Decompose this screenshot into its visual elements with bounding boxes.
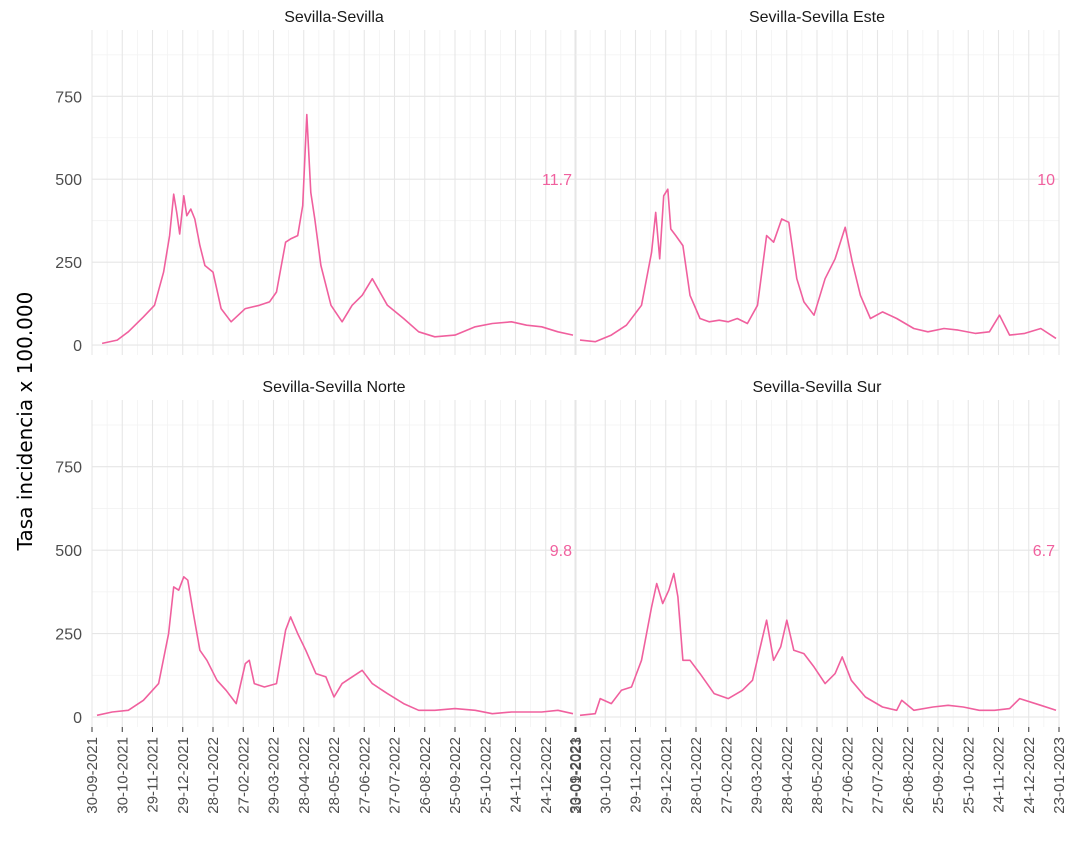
panel-title: Sevilla-Sevilla Sur <box>753 379 883 396</box>
x-tick-label: 26-08-2022 <box>900 737 917 814</box>
x-tick-label: 27-07-2022 <box>870 737 887 814</box>
panel-annotation: 11.7 <box>542 172 572 189</box>
series-line <box>96 575 574 717</box>
y-tick-label: 750 <box>55 89 82 106</box>
x-tick-label: 27-02-2022 <box>718 737 735 814</box>
x-tick-label: 29-03-2022 <box>749 737 766 814</box>
panel-1: Sevilla-Sevilla 11.7 0 250 500 750 <box>55 9 577 355</box>
x-tick-label: 28-04-2022 <box>779 737 796 814</box>
x-tick-label: 24-12-2022 <box>1021 737 1038 814</box>
x-tick-label: 30-09-2021 <box>84 737 101 814</box>
panel-title: Sevilla-Sevilla Norte <box>262 379 405 396</box>
panel-annotation: 9.8 <box>550 543 572 560</box>
x-tick-label: 24-12-2022 <box>538 737 555 814</box>
y-tick-label: 0 <box>73 710 82 727</box>
y-axis-label: Tasa incidencia x 100.000 <box>13 292 37 552</box>
panel-title: Sevilla-Sevilla Este <box>749 9 885 26</box>
x-tick-label: 27-06-2022 <box>356 737 373 814</box>
panel-4: Sevilla-Sevilla Sur 6.7 30-09-2021 30-10-20… <box>567 379 1068 814</box>
series-line <box>101 113 574 345</box>
x-tick-label: 26-08-2022 <box>417 737 434 814</box>
y-tick-label: 500 <box>55 172 82 189</box>
x-tick-label: 25-10-2022 <box>960 737 977 814</box>
y-tick-label: 250 <box>55 627 82 644</box>
x-tick-label: 29-03-2022 <box>266 737 283 814</box>
x-tick-label: 27-07-2022 <box>387 737 404 814</box>
x-tick-label: 28-04-2022 <box>296 737 313 814</box>
y-tick-label: 250 <box>55 255 82 272</box>
x-tick-label: 23-01-2023 <box>568 737 585 814</box>
panel-annotation: 10 <box>1037 172 1055 189</box>
x-tick-label: 30-09-2021 <box>567 737 584 814</box>
x-tick-label: 24-11-2022 <box>508 737 525 813</box>
x-tick-label: 27-06-2022 <box>839 737 856 814</box>
x-tick-label: 29-12-2021 <box>175 737 192 814</box>
x-tick-label: 29-12-2021 <box>658 737 675 814</box>
x-tick-label: 30-10-2021 <box>114 737 131 814</box>
x-tick-label: 29-11-2021 <box>145 737 162 813</box>
x-tick-label: 27-02-2022 <box>235 737 252 814</box>
x-tick-label: 25-09-2022 <box>930 737 947 814</box>
x-tick-label: 29-11-2021 <box>628 737 645 813</box>
x-tick-label: 25-09-2022 <box>447 737 464 814</box>
y-tick-label: 750 <box>55 460 82 477</box>
x-tick-label: 28-01-2022 <box>688 737 705 814</box>
y-tick-label: 500 <box>55 543 82 560</box>
series-line <box>579 572 1057 717</box>
x-tick-label: 30-10-2021 <box>597 737 614 814</box>
x-tick-label: 28-01-2022 <box>205 737 222 814</box>
x-tick-label: 24-11-2022 <box>991 737 1008 813</box>
x-tick-label: 28-05-2022 <box>326 737 343 814</box>
panel-3: Sevilla-Sevilla Norte 9.8 0 250 500 750 30-09-… <box>55 379 585 814</box>
y-tick-label: 0 <box>73 338 82 355</box>
x-tick-label: 23-01-2023 <box>1051 737 1068 814</box>
x-tick-label: 28-05-2022 <box>809 737 826 814</box>
panel-title: Sevilla-Sevilla <box>284 9 384 26</box>
series-line <box>579 188 1057 343</box>
x-tick-label: 25-10-2022 <box>477 737 494 814</box>
panel-2: Sevilla-Sevilla Este 10 <box>574 9 1060 355</box>
panel-annotation: 6.7 <box>1033 543 1055 560</box>
